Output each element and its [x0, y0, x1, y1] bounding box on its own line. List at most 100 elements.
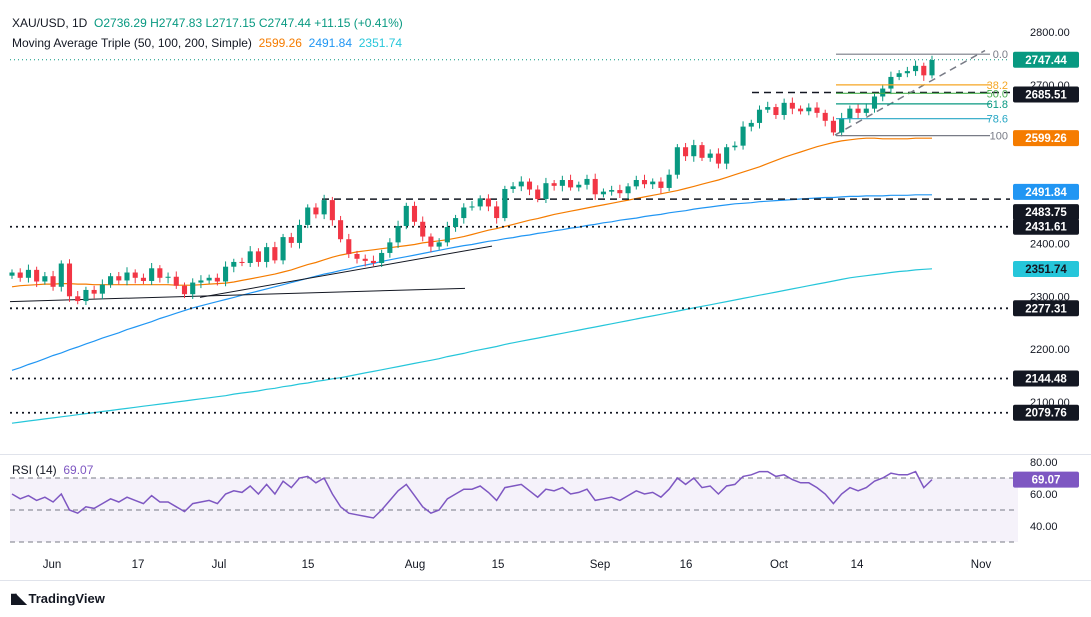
candle-body: [477, 198, 483, 207]
candle-body: [518, 181, 524, 187]
symbol-label: XAU/USD, 1D: [12, 16, 88, 30]
candle-body: [830, 120, 836, 133]
candle-body: [699, 145, 705, 158]
fib-label: 78.6: [987, 114, 1008, 126]
candle-body: [502, 188, 508, 219]
candle-body: [272, 247, 278, 261]
candle-body: [444, 227, 450, 243]
candle-body: [732, 145, 738, 148]
candle-body: [559, 180, 565, 186]
candle-body: [420, 221, 426, 237]
candle-body: [247, 251, 253, 263]
candle-body: [789, 102, 795, 109]
candle-body: [346, 239, 352, 255]
candle-body: [600, 191, 606, 195]
change-value: +11.15 (+0.41%): [314, 16, 403, 30]
candle-body: [913, 65, 919, 72]
fib-label: 38.2: [987, 80, 1008, 92]
price-axis-badge: [1013, 86, 1079, 103]
candle-body: [921, 65, 927, 76]
candle-body: [469, 206, 475, 208]
candle-body: [568, 180, 574, 188]
pane-separator[interactable]: [0, 454, 1091, 455]
candle-body: [822, 112, 828, 121]
candle-body: [839, 118, 845, 133]
candle-body: [855, 108, 861, 113]
candle-body: [814, 107, 820, 113]
candle-body: [666, 174, 672, 188]
candle-body: [288, 237, 294, 243]
time-tick-label: Oct: [770, 559, 789, 571]
bottom-border: [0, 580, 1091, 581]
candle-body: [190, 282, 196, 295]
price-axis-badge-label: 2483.75: [1025, 207, 1067, 219]
price-axis-badge-label: 2351.74: [1025, 264, 1067, 276]
price-axis-layer: 2100.002200.002300.002400.002500.002600.…: [1013, 27, 1079, 421]
candle-body: [231, 261, 237, 267]
candle-body: [66, 263, 73, 297]
candle-body: [403, 205, 409, 226]
trendline-support: [199, 245, 493, 298]
candle-body: [124, 272, 130, 281]
tradingview-logo-icon: ▮◣: [10, 590, 27, 606]
price-tick-label: 2200.00: [1030, 344, 1070, 356]
candle-body: [863, 108, 869, 113]
candle-body: [494, 206, 500, 219]
moving-averages-layer: [11, 137, 933, 424]
candle-body: [485, 198, 491, 207]
candle-body: [592, 178, 598, 195]
candle-body: [526, 181, 533, 190]
candle-body: [132, 272, 138, 278]
rsi-value: 69.07: [63, 463, 94, 477]
price-axis-badge-label: 2079.76: [1025, 408, 1067, 420]
ma200-value: 2351.74: [358, 36, 403, 50]
candle-body: [896, 73, 902, 77]
candle-body: [650, 181, 656, 185]
candle-body: [691, 145, 697, 157]
fib-label: 100: [990, 131, 1008, 143]
candle-body: [173, 276, 179, 286]
candle-body: [149, 268, 155, 281]
candle-body: [9, 272, 15, 276]
ma-title: Moving Average Triple (50, 100, 200, Sim…: [12, 36, 252, 50]
price-axis-badge: [1013, 404, 1079, 421]
candle-body: [576, 184, 582, 188]
candle-body: [781, 102, 787, 115]
price-axis-badge-label: 2491.84: [1025, 187, 1067, 199]
time-tick-label: Jun: [43, 559, 62, 571]
candle-body: [765, 107, 771, 110]
candle-body: [50, 276, 56, 287]
ma100-value: 2491.84: [308, 36, 353, 50]
candle-body: [395, 225, 401, 243]
rsi-axis-badge-label: 69.07: [1032, 475, 1061, 487]
price-axis-badge-label: 2599.26: [1025, 133, 1067, 145]
candle-body: [806, 107, 812, 112]
candle-body: [223, 266, 229, 282]
candle-body: [724, 147, 730, 164]
candle-body: [707, 153, 713, 158]
candle-body: [329, 200, 335, 221]
candle-body: [313, 207, 319, 215]
candle-body: [904, 71, 910, 74]
candle-body: [198, 280, 204, 283]
price-axis-badge-label: 2431.61: [1025, 222, 1067, 234]
tradingview-logo[interactable]: ▮◣ TradingView: [10, 590, 105, 607]
candle-body: [387, 242, 393, 253]
time-tick-label: Aug: [405, 559, 425, 571]
open-value: O2736.29: [94, 16, 147, 30]
candle-body: [880, 88, 886, 97]
candle-body: [214, 277, 220, 282]
candle-body: [461, 207, 467, 219]
price-tick-label: 2400.00: [1030, 238, 1070, 250]
rsi-layer: 40.00 60.00 80.00 69.07: [10, 457, 1079, 543]
price-axis-badge-label: 2685.51: [1025, 90, 1067, 102]
candle-body: [99, 284, 105, 294]
candle-body: [888, 76, 894, 89]
price-axis-badge: [1013, 51, 1079, 68]
ohlc-legend: XAU/USD, 1D O2736.29 H2747.83 L2717.15 C…: [12, 16, 403, 30]
candle-body: [108, 276, 114, 285]
time-tick-label: 15: [302, 559, 315, 571]
candle-body: [633, 180, 639, 187]
candle-body: [584, 178, 590, 185]
candle-body: [362, 258, 368, 261]
